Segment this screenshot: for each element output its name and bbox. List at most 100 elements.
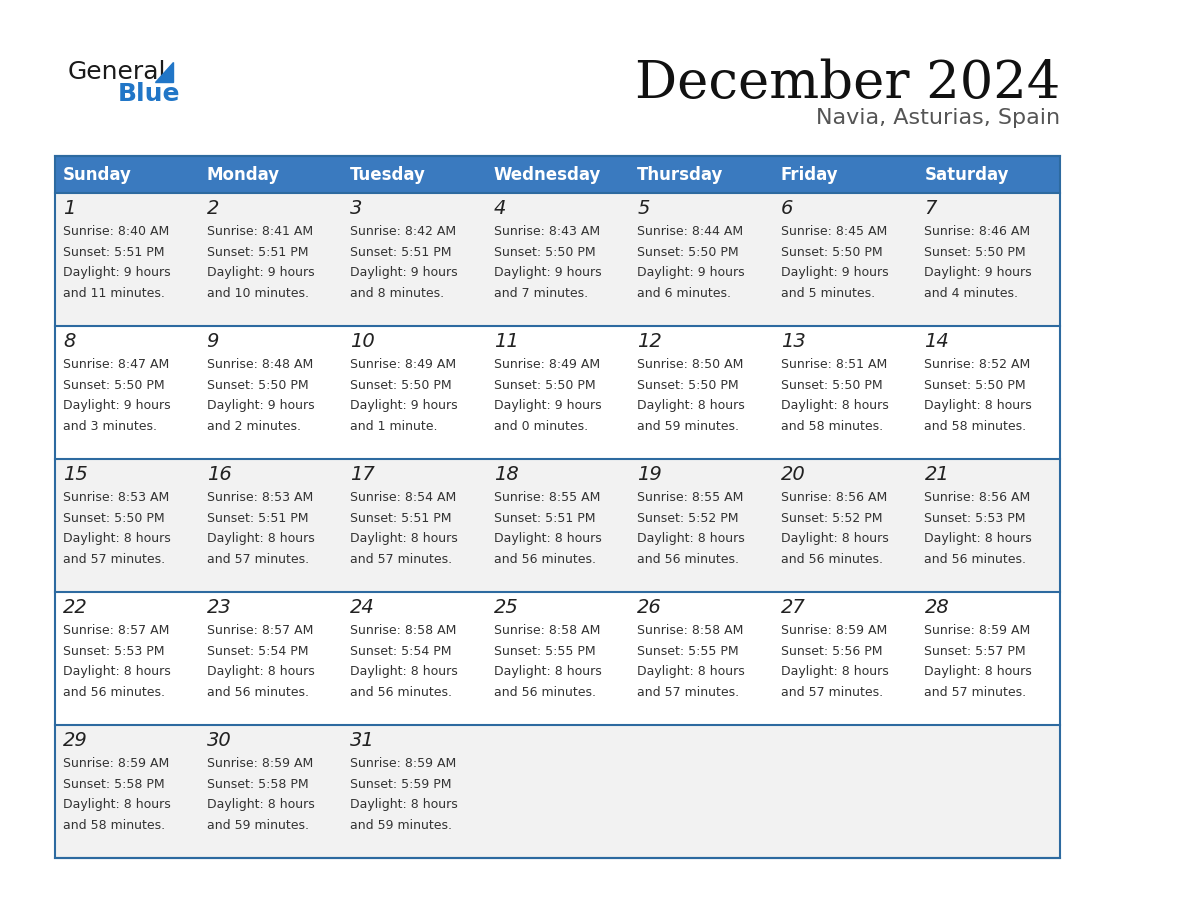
Text: Sunrise: 8:59 AM: Sunrise: 8:59 AM xyxy=(781,624,887,637)
Text: Sunset: 5:51 PM: Sunset: 5:51 PM xyxy=(350,246,451,259)
Text: Daylight: 8 hours: Daylight: 8 hours xyxy=(63,666,171,678)
Text: 1: 1 xyxy=(63,199,75,218)
Bar xyxy=(55,592,1060,725)
Text: Sunrise: 8:41 AM: Sunrise: 8:41 AM xyxy=(207,225,312,238)
Text: Daylight: 8 hours: Daylight: 8 hours xyxy=(207,799,315,812)
Text: 28: 28 xyxy=(924,598,949,617)
Text: General: General xyxy=(68,60,166,84)
Text: Daylight: 8 hours: Daylight: 8 hours xyxy=(924,532,1032,545)
Text: Sunset: 5:50 PM: Sunset: 5:50 PM xyxy=(924,246,1026,259)
Text: Sunset: 5:51 PM: Sunset: 5:51 PM xyxy=(494,511,595,524)
Bar xyxy=(630,156,773,193)
Bar xyxy=(55,459,1060,592)
Bar xyxy=(55,326,1060,459)
Text: and 3 minutes.: and 3 minutes. xyxy=(63,420,157,433)
Text: Sunset: 5:50 PM: Sunset: 5:50 PM xyxy=(637,378,739,392)
Text: 5: 5 xyxy=(637,199,650,218)
Text: Daylight: 8 hours: Daylight: 8 hours xyxy=(350,799,457,812)
Text: Sunset: 5:50 PM: Sunset: 5:50 PM xyxy=(924,378,1026,392)
Text: Sunset: 5:50 PM: Sunset: 5:50 PM xyxy=(207,378,308,392)
Text: 14: 14 xyxy=(924,332,949,351)
Text: and 56 minutes.: and 56 minutes. xyxy=(781,553,883,565)
Text: Sunset: 5:53 PM: Sunset: 5:53 PM xyxy=(924,511,1026,524)
Text: Daylight: 9 hours: Daylight: 9 hours xyxy=(924,266,1032,279)
Text: 13: 13 xyxy=(781,332,805,351)
Text: Daylight: 9 hours: Daylight: 9 hours xyxy=(494,399,601,412)
Text: 19: 19 xyxy=(637,465,662,484)
Bar xyxy=(486,156,630,193)
Text: Sunrise: 8:48 AM: Sunrise: 8:48 AM xyxy=(207,358,312,371)
Text: and 59 minutes.: and 59 minutes. xyxy=(637,420,739,433)
Text: 6: 6 xyxy=(781,199,794,218)
Text: 26: 26 xyxy=(637,598,662,617)
Text: Daylight: 8 hours: Daylight: 8 hours xyxy=(781,532,889,545)
Text: Sunset: 5:51 PM: Sunset: 5:51 PM xyxy=(63,246,164,259)
Text: 11: 11 xyxy=(494,332,518,351)
Text: Sunset: 5:50 PM: Sunset: 5:50 PM xyxy=(63,511,165,524)
Text: Sunrise: 8:55 AM: Sunrise: 8:55 AM xyxy=(494,491,600,504)
Text: Daylight: 9 hours: Daylight: 9 hours xyxy=(781,266,889,279)
Text: Sunrise: 8:58 AM: Sunrise: 8:58 AM xyxy=(494,624,600,637)
Text: 27: 27 xyxy=(781,598,805,617)
Text: Daylight: 9 hours: Daylight: 9 hours xyxy=(63,399,171,412)
Text: Daylight: 9 hours: Daylight: 9 hours xyxy=(350,399,457,412)
Text: Daylight: 8 hours: Daylight: 8 hours xyxy=(781,666,889,678)
Text: Sunrise: 8:56 AM: Sunrise: 8:56 AM xyxy=(924,491,1031,504)
Text: and 56 minutes.: and 56 minutes. xyxy=(637,553,739,565)
Text: Sunset: 5:54 PM: Sunset: 5:54 PM xyxy=(207,644,308,657)
Text: and 59 minutes.: and 59 minutes. xyxy=(350,819,453,832)
Text: Sunrise: 8:55 AM: Sunrise: 8:55 AM xyxy=(637,491,744,504)
Text: Sunrise: 8:53 AM: Sunrise: 8:53 AM xyxy=(63,491,169,504)
Text: Sunrise: 8:47 AM: Sunrise: 8:47 AM xyxy=(63,358,169,371)
Text: Sunset: 5:50 PM: Sunset: 5:50 PM xyxy=(494,246,595,259)
Text: Sunrise: 8:59 AM: Sunrise: 8:59 AM xyxy=(63,757,169,770)
Text: Sunset: 5:57 PM: Sunset: 5:57 PM xyxy=(924,644,1026,657)
Text: Sunset: 5:58 PM: Sunset: 5:58 PM xyxy=(63,778,165,790)
Text: 20: 20 xyxy=(781,465,805,484)
Text: Sunset: 5:50 PM: Sunset: 5:50 PM xyxy=(637,246,739,259)
Text: and 56 minutes.: and 56 minutes. xyxy=(494,553,595,565)
Text: Sunset: 5:50 PM: Sunset: 5:50 PM xyxy=(781,246,883,259)
Text: Thursday: Thursday xyxy=(637,165,723,184)
Text: and 6 minutes.: and 6 minutes. xyxy=(637,286,732,300)
Text: and 58 minutes.: and 58 minutes. xyxy=(924,420,1026,433)
Text: Daylight: 8 hours: Daylight: 8 hours xyxy=(63,532,171,545)
Text: December 2024: December 2024 xyxy=(634,58,1060,109)
Text: and 0 minutes.: and 0 minutes. xyxy=(494,420,588,433)
Text: and 57 minutes.: and 57 minutes. xyxy=(637,686,739,699)
Text: Sunrise: 8:59 AM: Sunrise: 8:59 AM xyxy=(924,624,1031,637)
Text: and 57 minutes.: and 57 minutes. xyxy=(781,686,883,699)
Text: Daylight: 8 hours: Daylight: 8 hours xyxy=(207,532,315,545)
Text: Daylight: 9 hours: Daylight: 9 hours xyxy=(637,266,745,279)
Text: Sunset: 5:56 PM: Sunset: 5:56 PM xyxy=(781,644,883,657)
Text: Saturday: Saturday xyxy=(924,165,1009,184)
Text: 8: 8 xyxy=(63,332,75,351)
Text: Sunset: 5:55 PM: Sunset: 5:55 PM xyxy=(494,644,595,657)
Text: and 10 minutes.: and 10 minutes. xyxy=(207,286,309,300)
Bar xyxy=(55,156,198,193)
Text: Daylight: 9 hours: Daylight: 9 hours xyxy=(207,266,314,279)
Text: Daylight: 8 hours: Daylight: 8 hours xyxy=(637,399,745,412)
Text: and 57 minutes.: and 57 minutes. xyxy=(207,553,309,565)
Bar xyxy=(198,156,342,193)
Text: Tuesday: Tuesday xyxy=(350,165,426,184)
Text: 29: 29 xyxy=(63,731,88,750)
Text: Sunrise: 8:57 AM: Sunrise: 8:57 AM xyxy=(207,624,312,637)
Text: Sunrise: 8:44 AM: Sunrise: 8:44 AM xyxy=(637,225,744,238)
Text: 24: 24 xyxy=(350,598,375,617)
Text: and 56 minutes.: and 56 minutes. xyxy=(207,686,309,699)
Bar xyxy=(773,156,916,193)
Polygon shape xyxy=(154,62,173,82)
Text: Sunrise: 8:49 AM: Sunrise: 8:49 AM xyxy=(494,358,600,371)
Text: Sunrise: 8:45 AM: Sunrise: 8:45 AM xyxy=(781,225,887,238)
Text: Sunrise: 8:49 AM: Sunrise: 8:49 AM xyxy=(350,358,456,371)
Text: 4: 4 xyxy=(494,199,506,218)
Text: Monday: Monday xyxy=(207,165,279,184)
Text: Sunrise: 8:43 AM: Sunrise: 8:43 AM xyxy=(494,225,600,238)
Text: Sunset: 5:51 PM: Sunset: 5:51 PM xyxy=(207,246,308,259)
Text: Sunrise: 8:46 AM: Sunrise: 8:46 AM xyxy=(924,225,1030,238)
Bar xyxy=(55,193,1060,326)
Text: and 5 minutes.: and 5 minutes. xyxy=(781,286,876,300)
Text: Sunset: 5:50 PM: Sunset: 5:50 PM xyxy=(494,378,595,392)
Text: Sunset: 5:50 PM: Sunset: 5:50 PM xyxy=(781,378,883,392)
